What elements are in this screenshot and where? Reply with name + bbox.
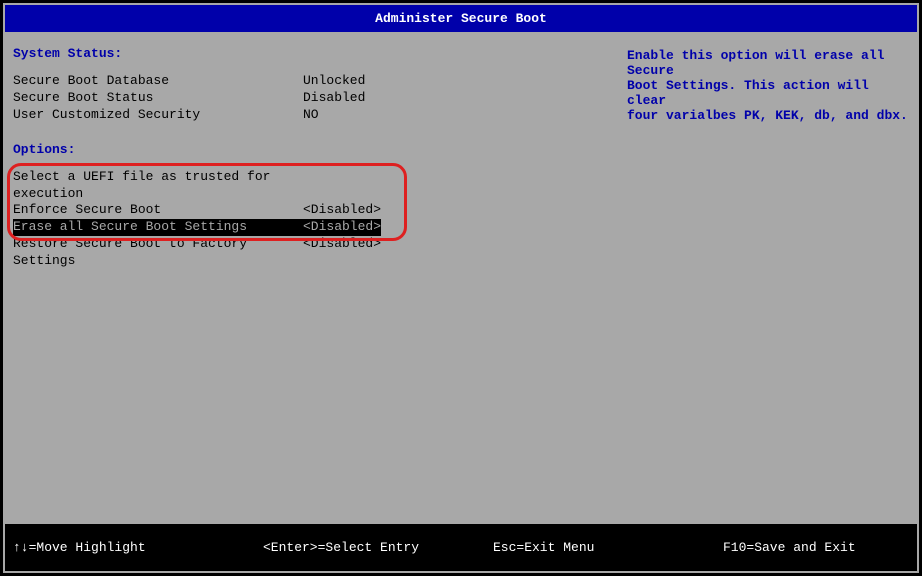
help-panel: Enable this option will erase all Secure… [619,46,909,512]
options-area: Select a UEFI file as trusted for execut… [13,169,619,270]
help-line: four varialbes PK, KEK, db, and dbx. [627,108,909,123]
status-row: User Customized Security NO [13,107,619,124]
option-value: <Disabled> [303,219,381,236]
status-row: Secure Boot Database Unlocked [13,73,619,90]
title-text: Administer Secure Boot [375,11,547,26]
option-restore-factory[interactable]: Restore Secure Boot to Factory Settings … [13,236,619,270]
help-line: Enable this option will erase all Secure [627,48,909,78]
option-select-uefi[interactable]: Select a UEFI file as trusted for execut… [13,169,619,203]
status-value: NO [303,107,619,124]
title-bar: Administer Secure Boot [5,5,917,34]
option-label: Restore Secure Boot to Factory Settings [13,236,303,270]
status-label: Secure Boot Database [13,73,303,90]
status-table: Secure Boot Database Unlocked Secure Boo… [13,73,619,124]
status-row: Secure Boot Status Disabled [13,90,619,107]
status-value: Unlocked [303,73,619,90]
status-label: Secure Boot Status [13,90,303,107]
option-label: Enforce Secure Boot [13,202,303,219]
option-label: Erase all Secure Boot Settings [13,219,303,236]
main-panel: System Status: Secure Boot Database Unlo… [5,34,917,522]
option-enforce-secure-boot[interactable]: Enforce Secure Boot <Disabled> [13,202,619,219]
option-erase-settings[interactable]: Erase all Secure Boot Settings <Disabled… [13,219,619,236]
left-panel: System Status: Secure Boot Database Unlo… [13,46,619,512]
footer-bar: ↑↓=Move Highlight <Enter>=Select Entry E… [5,522,917,571]
options-header: Options: [13,142,619,157]
option-label: Select a UEFI file as trusted for execut… [13,169,303,203]
footer-move-highlight: ↑↓=Move Highlight [13,540,263,555]
option-value: <Disabled> [303,236,381,270]
footer-save-exit: F10=Save and Exit [723,540,909,555]
option-value: <Disabled> [303,202,381,219]
status-label: User Customized Security [13,107,303,124]
footer-exit-menu: Esc=Exit Menu [493,540,723,555]
status-value: Disabled [303,90,619,107]
footer-select-entry: <Enter>=Select Entry [263,540,493,555]
help-line: Boot Settings. This action will clear [627,78,909,108]
status-header: System Status: [13,46,619,61]
